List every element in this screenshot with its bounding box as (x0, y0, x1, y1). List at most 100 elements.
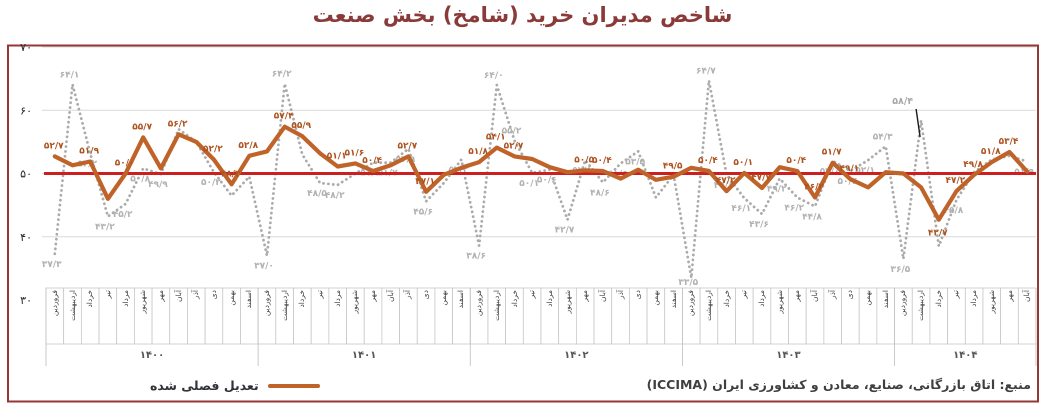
month-label: دی (208, 290, 218, 300)
point-label-adjusted: ۵۱/۸ (468, 147, 488, 157)
point-label-adjusted: ۴۷/۷ (751, 173, 771, 183)
month-label: دی (421, 290, 431, 300)
month-label: بهمن (438, 290, 448, 306)
point-label-adjusted: ۵۷/۴ (274, 112, 294, 122)
point-label-adjusted: ۴۷/۲ (946, 176, 966, 186)
point-label-raw: ۵۲/۱ (855, 166, 875, 176)
month-label: خرداد (933, 290, 943, 308)
month-label: فروردین (686, 290, 696, 317)
point-label-adjusted: ۵۰/۴ (698, 156, 718, 166)
year-label: ۱۴۰۲ (564, 350, 589, 361)
point-label-adjusted: ۵۱/۷ (822, 148, 842, 158)
point-label-adjusted: ۵۰/۱ (733, 158, 753, 168)
chart-title: شاخص مدیران خرید (شامخ) بخش صنعت (312, 3, 733, 27)
month-label: اردیبهشت (491, 290, 501, 321)
month-label: مرداد (969, 290, 979, 307)
point-label-adjusted: ۵۰/۴ (362, 156, 382, 166)
point-label-raw: ۴۳/۶ (749, 220, 769, 230)
point-label-raw: ۴۴/۸ (802, 212, 822, 222)
month-label: تیر (951, 290, 961, 299)
point-label-adjusted: ۴۹/۸ (963, 160, 983, 170)
month-label: بهمن (226, 290, 236, 306)
month-label: شهریور (774, 290, 784, 314)
month-label: شهریور (350, 290, 360, 314)
month-label: اسفند (880, 290, 890, 309)
year-label: ۱۴۰۱ (351, 350, 377, 361)
point-label-raw: ۴۶/۲ (784, 204, 804, 214)
month-label: فروردین (474, 290, 484, 317)
point-label-raw: ۳۷/۰ (254, 262, 274, 272)
point-label-raw: ۳۸/۶ (466, 252, 486, 262)
point-label-adjusted: ۵۱/۱ (327, 152, 347, 162)
point-label-adjusted: ۵۵/۹ (291, 121, 311, 131)
month-label: اسفند (456, 290, 466, 309)
point-label-raw: ۴۸/۶ (590, 188, 610, 198)
point-label-raw: ۴۳/۲ (95, 223, 115, 233)
point-label-raw: ۳۳/۵ (678, 278, 698, 288)
source-note: منبع: اتاق بازرگانی، صنایع، معادن و کشاو… (646, 377, 1031, 392)
point-label-raw: ۶۴/۱ (60, 70, 80, 80)
point-label-adjusted: ۴۷/۲ (716, 176, 736, 186)
month-label: خرداد (721, 290, 731, 308)
point-label-raw: ۵۳/۲ (77, 159, 97, 169)
point-label-raw: ۶۴/۷ (696, 67, 716, 77)
month-label: مرداد (120, 290, 130, 307)
legend: تعدیل فصلی شده (150, 378, 320, 393)
point-label-raw: ۴۶/۱ (731, 204, 751, 214)
point-label-adjusted: ۴۸/۳ (221, 169, 241, 179)
month-label: تیر (739, 290, 749, 299)
month-label: اردیبهشت (67, 290, 77, 321)
month-label: شهریور (986, 290, 996, 314)
point-label-adjusted: ۵۱/۶ (345, 148, 365, 158)
month-label: بهمن (863, 290, 873, 306)
point-label-adjusted: ۴۹/۵ (663, 162, 683, 172)
point-label-adjusted: ۵۰/۵ (574, 155, 594, 165)
month-label: آذر (615, 290, 625, 300)
month-label: آبان (810, 290, 819, 302)
month-label: دی (633, 290, 643, 300)
point-label-adjusted: ۵۰/۴ (592, 156, 612, 166)
month-label: آذر (827, 290, 837, 300)
point-label-raw: ۵۵/۲ (502, 127, 522, 137)
month-label: فروردین (898, 290, 908, 317)
month-label: اسفند (244, 290, 254, 309)
point-label-raw: ۵۴/۳ (873, 132, 893, 142)
month-label: آبان (385, 290, 395, 302)
point-label-raw: ۴۵/۲ (113, 210, 133, 220)
chart-frame (7, 44, 1039, 403)
callout-label: ۵۸/۴ (892, 96, 913, 107)
month-label: تیر (102, 290, 112, 299)
point-label-raw: ۳۶/۵ (891, 265, 911, 275)
month-label: مهر (155, 290, 165, 302)
month-label: آذر (403, 290, 413, 300)
month-label: مهر (580, 290, 590, 302)
point-label-raw: ۴۹/۹ (148, 180, 168, 190)
month-label: آبان (173, 290, 183, 302)
month-label: تیر (527, 290, 537, 299)
month-label: مهر (368, 290, 378, 302)
point-label-raw: ۴۹/۲ (767, 185, 787, 195)
point-label-adjusted: ۵۲/۲ (203, 145, 223, 155)
month-label: اردیبهشت (279, 290, 289, 321)
raw-series-line (53, 79, 1029, 280)
month-label: فروردین (49, 290, 59, 317)
month-label: آذر (191, 290, 201, 300)
year-label: ۱۴۰۰ (139, 350, 165, 361)
month-label: مرداد (544, 290, 554, 307)
adjusted-series-line (52, 124, 1030, 222)
point-label-raw: ۵۳/۵ (625, 157, 645, 167)
callout-pointer-line (915, 108, 921, 138)
point-label-raw: ۴۲/۷ (555, 226, 575, 236)
point-label-raw: ۵۰/۱ (519, 179, 539, 189)
point-label-adjusted: ۵۲/۷ (44, 141, 64, 151)
y-tick-label: ۴۰ (20, 231, 32, 244)
y-tick-label: ۳۰ (20, 294, 32, 307)
point-label-raw: ۵۰/۶ (537, 176, 557, 186)
month-label: شهریور (138, 290, 148, 314)
point-label-adjusted: ۵۳/۴ (999, 137, 1019, 147)
point-label-adjusted: ۵۵/۷ (132, 122, 152, 132)
point-label-adjusted: ۵۲/۷ (504, 141, 524, 151)
month-label: تیر (315, 290, 324, 299)
